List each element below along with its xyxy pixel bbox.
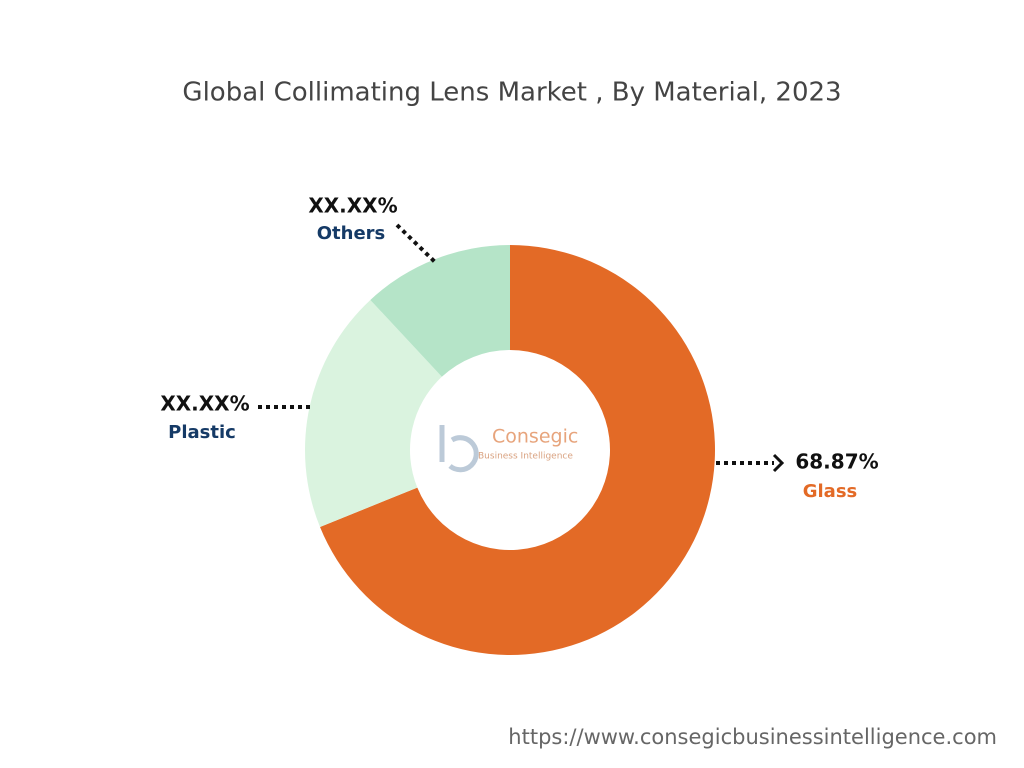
donut-slice [370, 245, 510, 377]
logo-name: Consegic [492, 426, 578, 448]
logo-tagline: Business Intelligence [478, 452, 573, 462]
value-label: 68.87% [795, 450, 878, 474]
leader-line [395, 223, 437, 264]
donut-slice [305, 299, 442, 528]
category-label: Plastic [168, 422, 236, 443]
logo-mark [439, 425, 479, 473]
donut-slice [320, 245, 715, 656]
value-label: XX.XX% [160, 392, 249, 416]
value-label: XX.XX% [308, 194, 397, 218]
chart-title: Global Collimating Lens Market , By Mate… [182, 78, 841, 108]
category-label: Glass [803, 481, 858, 502]
source-url: https://www.consegicbusinessintelligence… [508, 725, 997, 749]
leader-arrow [772, 453, 785, 473]
category-label: Others [317, 223, 386, 244]
